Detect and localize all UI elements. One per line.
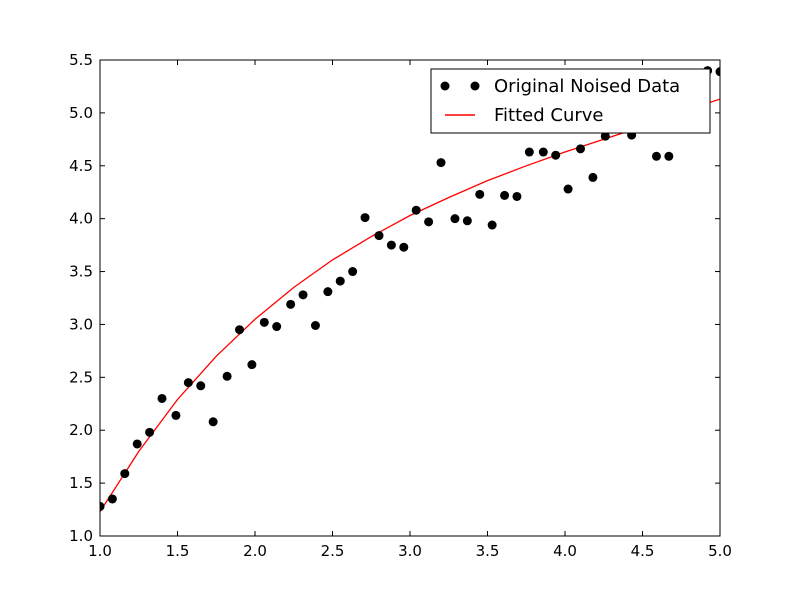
data-point: [208, 417, 218, 427]
legend-label-data: Original Noised Data: [494, 76, 680, 97]
data-point: [462, 216, 472, 226]
data-point: [107, 494, 117, 504]
fitted-curve-line: [100, 98, 720, 513]
data-point: [360, 213, 370, 223]
data-point: [399, 242, 409, 252]
data-point: [386, 240, 396, 250]
data-point: [298, 290, 308, 300]
x-tick-label: 2.0: [243, 542, 267, 560]
x-tick-label: 3.0: [398, 542, 422, 560]
data-point: [171, 410, 181, 420]
data-point: [374, 231, 384, 241]
data-point: [436, 158, 446, 168]
data-point: [450, 214, 460, 224]
data-point: [120, 469, 130, 479]
y-tick-label: 5.0: [69, 104, 93, 122]
data-point: [600, 131, 610, 141]
x-tick-label: 2.5: [321, 542, 345, 560]
y-tick-label: 2.0: [69, 421, 93, 439]
x-tick-label: 4.0: [553, 542, 577, 560]
data-point: [500, 190, 510, 200]
data-point: [651, 151, 661, 161]
data-point: [157, 393, 167, 403]
y-tick-label: 3.5: [69, 263, 93, 281]
data-point: [183, 378, 193, 388]
data-point: [132, 439, 142, 449]
y-tick-label: 4.0: [69, 210, 93, 228]
data-point: [145, 427, 155, 437]
data-point: [348, 267, 358, 277]
x-tick-label: 5.0: [708, 542, 732, 560]
axis-ticks: 1.0 1.5 2.0 2.5 3.0 3.5 4.0 4.5 5.0 1.0 1.5 2.0 2.5 3…: [69, 51, 732, 560]
x-tick-label: 4.5: [631, 542, 655, 560]
data-point: [664, 151, 674, 161]
legend: Original Noised Data Fitted Curve: [430, 68, 711, 134]
data-point: [196, 381, 206, 391]
data-point: [100, 501, 105, 511]
data-point: [235, 325, 244, 335]
data-point: [272, 322, 282, 332]
x-tick-label: 3.5: [476, 542, 500, 560]
data-point: [222, 371, 232, 381]
legend-label-fit: Fitted Curve: [494, 105, 604, 126]
data-point: [551, 150, 561, 160]
data-point: [247, 360, 257, 370]
y-tick-label: 2.5: [69, 368, 93, 386]
y-tick-label: 4.5: [69, 157, 93, 175]
plot-area: [100, 66, 720, 513]
legend-marker-scatter: [440, 81, 450, 91]
data-point: [524, 147, 534, 157]
y-tick-label: 3.0: [69, 315, 93, 333]
data-point: [487, 220, 497, 230]
x-tick-label: 1.0: [88, 542, 112, 560]
x-tick-label: 1.5: [166, 542, 190, 560]
legend-marker-scatter: [470, 81, 480, 91]
y-tick-label: 5.5: [69, 51, 93, 69]
legend-box: [430, 68, 711, 134]
data-point: [715, 67, 720, 77]
data-point: [323, 287, 333, 297]
data-point: [335, 276, 345, 286]
data-point: [563, 184, 573, 194]
data-point: [411, 205, 421, 215]
y-tick-label: 1.0: [69, 527, 93, 545]
y-tick-label: 1.5: [69, 474, 93, 492]
data-point: [475, 189, 485, 199]
data-point: [310, 321, 320, 331]
data-point: [512, 191, 522, 201]
data-point: [576, 144, 585, 154]
data-point: [538, 147, 548, 157]
data-point: [286, 299, 296, 309]
data-point: [588, 172, 598, 182]
data-point: [424, 217, 434, 227]
data-point: [259, 317, 269, 327]
